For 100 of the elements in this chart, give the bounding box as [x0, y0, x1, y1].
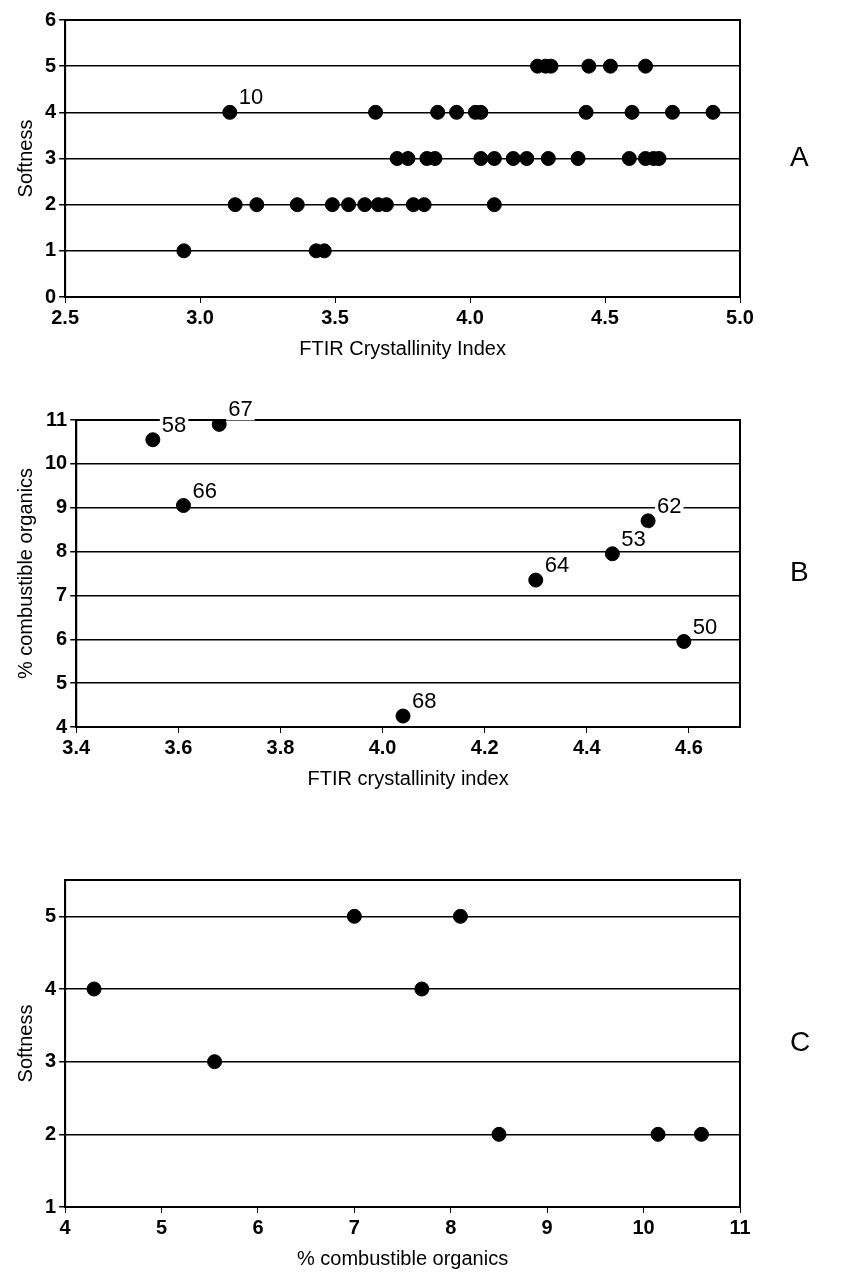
- annotation: 67: [228, 396, 253, 422]
- x-tick-label: 3.8: [266, 735, 295, 758]
- x-tick-label: 4.2: [470, 735, 499, 758]
- point: [176, 243, 192, 259]
- x-tick-label: 11: [729, 1215, 751, 1238]
- x-tick-label: 4.0: [368, 735, 397, 758]
- x-tick-label: 8: [445, 1215, 457, 1238]
- point: [86, 981, 102, 997]
- y-tick-label: 3: [45, 146, 57, 169]
- x-tick-label: 7: [348, 1215, 360, 1238]
- point: [346, 908, 362, 924]
- y-tick-label: 8: [56, 539, 68, 562]
- y-tick-label: 1: [45, 1194, 57, 1217]
- x-tick-label: 3.0: [186, 305, 214, 328]
- x-tick-label: 4.4: [572, 735, 602, 758]
- x-tick-label: 4.5: [591, 305, 619, 328]
- x-tick-label: 5.0: [726, 305, 754, 328]
- point: [175, 498, 191, 514]
- y-tick-label: 4: [45, 976, 57, 999]
- x-tick-label: 2.5: [51, 305, 80, 328]
- annotation: 64: [544, 552, 570, 578]
- point: [395, 708, 411, 724]
- text: A: [790, 141, 809, 173]
- y-axis-title: Softness: [13, 119, 36, 198]
- y-tick-label: 6: [45, 7, 57, 30]
- point: [604, 546, 620, 562]
- x-tick-label: 10: [632, 1215, 655, 1238]
- point: [357, 197, 373, 213]
- y-tick-label: 6: [56, 626, 68, 649]
- y-axis-title: % combustible organics: [13, 467, 36, 680]
- y-tick-label: 0: [45, 284, 57, 307]
- point: [227, 197, 243, 213]
- y-tick-label: 4: [45, 99, 57, 122]
- point: [449, 104, 465, 120]
- point: [400, 151, 416, 166]
- point: [211, 420, 227, 432]
- annotation: 53: [621, 525, 646, 551]
- text: C: [790, 1026, 811, 1058]
- point: [341, 197, 357, 213]
- x-tick-label: 6: [252, 1215, 264, 1238]
- y-tick-label: 2: [45, 192, 57, 215]
- x-tick-label: 3.4: [62, 735, 92, 758]
- point: [452, 908, 468, 924]
- point: [665, 104, 681, 120]
- x-axis-title: FTIR crystallinity index: [307, 766, 509, 789]
- point: [693, 1126, 709, 1142]
- point: [602, 58, 618, 74]
- point: [414, 981, 430, 997]
- point: [416, 197, 432, 213]
- y-tick-label: 9: [56, 495, 68, 518]
- point: [638, 58, 654, 74]
- point: [249, 197, 265, 213]
- annotation: 66: [192, 477, 217, 503]
- y-tick-label: 5: [45, 53, 57, 76]
- point: [222, 104, 238, 120]
- x-axis-title: % combustible organics: [296, 1246, 509, 1269]
- y-tick-label: 1: [45, 238, 57, 261]
- x-tick-label: 5: [155, 1215, 168, 1238]
- point: [207, 1054, 223, 1070]
- point: [676, 633, 692, 649]
- annotation: 50: [692, 613, 718, 639]
- point: [430, 104, 446, 120]
- point: [289, 197, 305, 213]
- point: [528, 572, 544, 588]
- x-tick-label: 3.5: [321, 305, 349, 328]
- annotation: 10: [238, 84, 264, 110]
- point: [473, 151, 489, 166]
- point: [705, 104, 721, 120]
- point: [486, 197, 502, 213]
- y-tick-label: 2: [45, 1121, 57, 1144]
- x-tick-label: 4.0: [456, 305, 484, 328]
- y-tick-label: 5: [56, 670, 68, 693]
- point: [145, 432, 161, 448]
- y-axis-title: Softness: [13, 1004, 36, 1083]
- point: [491, 1126, 507, 1142]
- point: [540, 151, 556, 166]
- y-tick-label: 10: [45, 451, 68, 474]
- x-axis-title: FTIR Crystallinity Index: [299, 336, 506, 359]
- x-tick-label: 4.6: [675, 735, 703, 758]
- point: [650, 1126, 666, 1142]
- point: [368, 104, 384, 120]
- point: [624, 104, 640, 120]
- point: [581, 58, 597, 74]
- y-tick-label: 3: [45, 1049, 57, 1072]
- y-tick-label: 11: [46, 407, 68, 430]
- annotation: 58: [161, 411, 187, 437]
- point: [621, 151, 637, 166]
- x-tick-label: 3.6: [164, 735, 193, 758]
- annotation: 68: [412, 688, 437, 714]
- point: [578, 104, 594, 120]
- point: [570, 151, 586, 166]
- point: [324, 197, 340, 213]
- point: [519, 151, 535, 166]
- y-tick-label: 5: [45, 903, 57, 926]
- y-tick-label: 7: [56, 582, 68, 605]
- y-tick-label: 4: [56, 714, 69, 737]
- annotation: 62: [657, 492, 682, 518]
- x-tick-label: 9: [541, 1215, 553, 1238]
- text: B: [790, 556, 809, 588]
- point: [486, 151, 502, 166]
